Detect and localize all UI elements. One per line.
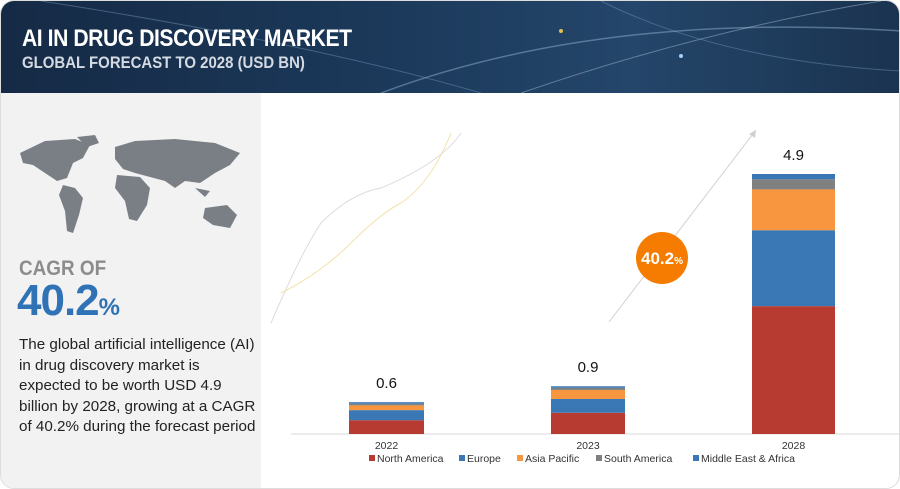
legend-item: North America bbox=[369, 453, 444, 465]
total-label-2023: 0.9 bbox=[578, 359, 599, 376]
decorative-curve bbox=[280, 132, 452, 294]
bar-segment-middle-east-africa-2023 bbox=[551, 386, 625, 388]
legend-label: Middle East & Africa bbox=[701, 453, 795, 465]
bar-segment-europe-2022 bbox=[349, 410, 424, 421]
decorative-light-streaks bbox=[40, 1, 899, 93]
total-label-2028: 4.9 bbox=[783, 147, 804, 164]
bar-segment-south-america-2028 bbox=[752, 179, 835, 190]
cagr-badge bbox=[636, 232, 688, 284]
cagr-label: CAGR OF bbox=[19, 257, 107, 280]
chart-subtitle: GLOBAL FORECAST TO 2028 (USD BN) bbox=[22, 53, 305, 72]
legend-swatch bbox=[369, 455, 375, 461]
legend-label: Europe bbox=[467, 453, 501, 465]
legend-item: Middle East & Africa bbox=[693, 453, 795, 465]
chart-title: AI IN DRUG DISCOVERY MARKET bbox=[22, 25, 352, 52]
bar-segment-north-america-2022 bbox=[349, 420, 424, 434]
bar-segment-asia-pacific-2028 bbox=[752, 189, 835, 231]
legend-item: South America bbox=[596, 453, 672, 465]
legend-swatch bbox=[693, 455, 699, 461]
legend-swatch bbox=[596, 455, 602, 461]
x-tick-label-2023: 2023 bbox=[576, 440, 600, 452]
world-map-icon bbox=[20, 135, 240, 233]
cagr-badge-text: 40.2% bbox=[641, 249, 683, 268]
bar-segment-europe-2023 bbox=[551, 398, 625, 413]
bar-segment-north-america-2023 bbox=[551, 412, 625, 434]
legend-item: Asia Pacific bbox=[517, 453, 579, 465]
stacked-bar-chart: 0.6 2022 0.9 2023 4.9 2028 40.2% North Americ… bbox=[270, 129, 899, 465]
x-tick-label-2022: 2022 bbox=[375, 440, 399, 452]
total-label-2022: 0.6 bbox=[376, 375, 397, 392]
growth-arrow-line bbox=[608, 129, 757, 323]
growth-arrowhead bbox=[749, 130, 756, 138]
market-description: The global artificial intelligence (AI) … bbox=[19, 336, 256, 435]
bar-segment-north-america-2028 bbox=[752, 306, 835, 434]
legend-swatch bbox=[517, 455, 523, 461]
legend-label: North America bbox=[377, 453, 444, 465]
legend-item: Europe bbox=[459, 453, 501, 465]
bar-segment-south-america-2023 bbox=[551, 387, 625, 390]
header-banner: AI IN DRUG DISCOVERY MARKET GLOBAL FOREC… bbox=[1, 1, 899, 93]
cagr-number: 40.2 bbox=[17, 276, 100, 325]
bar-segment-south-america-2022 bbox=[349, 403, 424, 406]
bar-segment-asia-pacific-2023 bbox=[551, 389, 625, 399]
legend-label: Asia Pacific bbox=[525, 453, 579, 465]
cagr-value: 40.2% bbox=[17, 276, 120, 326]
legend-swatch bbox=[459, 455, 465, 461]
decorative-curve bbox=[270, 132, 462, 324]
x-tick-label-2028: 2028 bbox=[782, 440, 806, 452]
summary-panel: CAGR OF 40.2% The global artificial inte… bbox=[1, 93, 261, 488]
legend-label: South America bbox=[604, 453, 672, 465]
bar-segment-middle-east-africa-2028 bbox=[752, 174, 835, 180]
cagr-unit: % bbox=[98, 294, 120, 321]
bar-segment-europe-2028 bbox=[752, 230, 835, 307]
bar-segment-middle-east-africa-2022 bbox=[349, 402, 424, 404]
bar-segment-asia-pacific-2022 bbox=[349, 405, 424, 411]
